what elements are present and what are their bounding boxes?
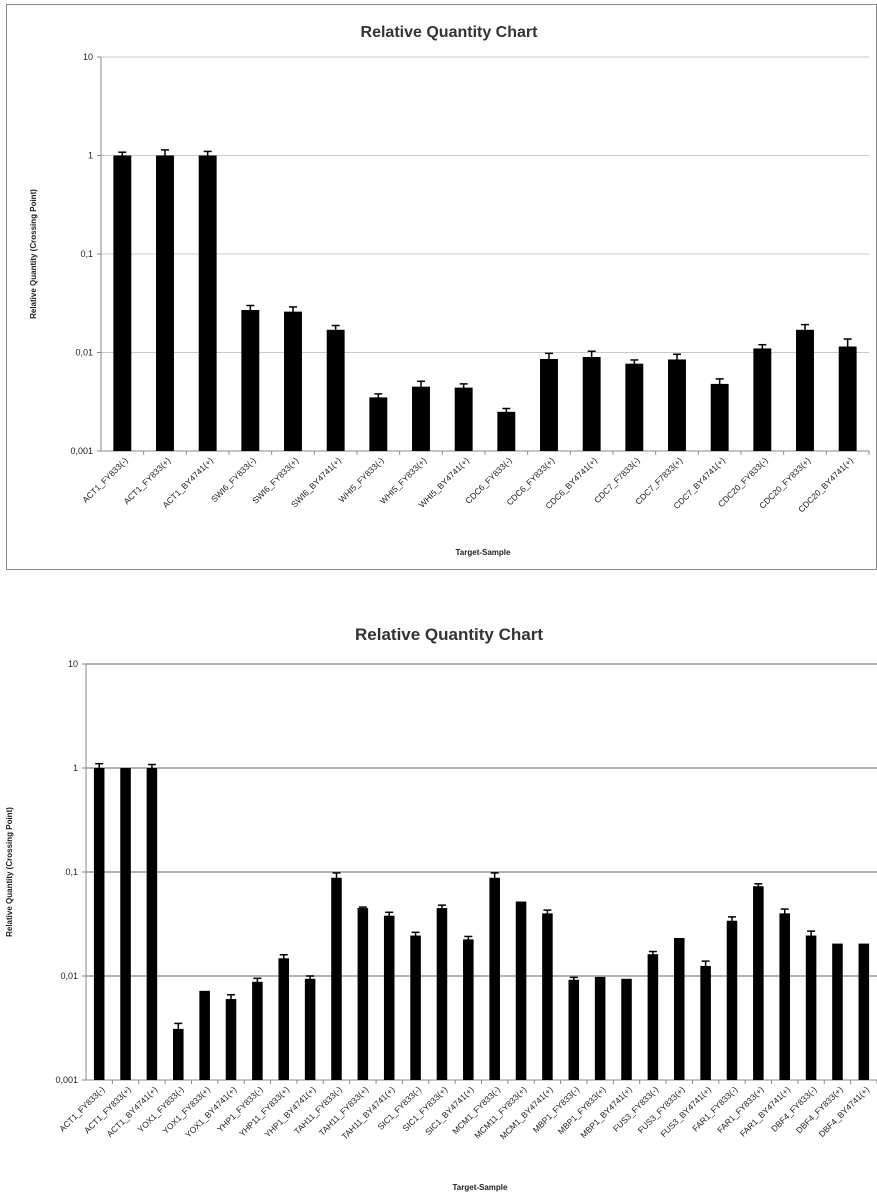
- chart-2-bar: [199, 990, 210, 1080]
- chart-2-y-tick-label: 0,01: [60, 971, 78, 981]
- chart-2-bar: [489, 877, 500, 1080]
- chart-2-bar: [515, 901, 527, 1080]
- chart-2-category-label: FAR1_FY833(+): [715, 1084, 766, 1135]
- chart-1-bar: [582, 357, 601, 451]
- chart-1-bar: [156, 155, 174, 451]
- chart-2-bar: [858, 943, 870, 1080]
- chart-2-bar: [700, 965, 711, 1080]
- chart-2-bar: [146, 768, 158, 1080]
- chart-2-bar: [673, 937, 685, 1080]
- chart-2-bar: [120, 768, 131, 1080]
- chart-2-category-label: FUS3_FY833(+): [636, 1084, 687, 1135]
- chart-2-bar: [568, 979, 580, 1080]
- relative-quantity-chart-2: Relative Quantity Chart 10 1 0,1 0,01 0,001 AC…: [0, 608, 877, 1195]
- chart-1-y-axis-label: Relative Quantity (Crossing Point): [29, 189, 38, 319]
- chart-2-bar: [832, 943, 843, 1080]
- chart-1-y-tick-label: 1: [88, 151, 93, 161]
- relative-quantity-chart-1: Relative Quantity Chart 10 1 0,1 0,01 0,001 AC…: [6, 4, 877, 570]
- chart-1-y-tick-label: 0,1: [80, 249, 93, 259]
- chart-1-bar: [369, 397, 388, 451]
- chart-1-bar: [753, 348, 772, 451]
- chart-1-x-axis-label: Target-Sample: [456, 548, 512, 557]
- chart-2-bar: [225, 999, 237, 1080]
- chart-2-bar: [357, 908, 369, 1080]
- chart-2-x-axis-label: Target-Sample: [453, 1183, 509, 1192]
- chart-2-y-tick-label: 0,001: [55, 1075, 78, 1085]
- chart-2-bar: [173, 1028, 184, 1080]
- chart-2-category-label: DBF4_BY4741(+): [817, 1084, 872, 1139]
- chart-2-title: Relative Quantity Chart: [355, 625, 543, 644]
- chart-2-category-label: YOX1_FY833(-): [136, 1084, 186, 1134]
- chart-2-bar: [753, 886, 764, 1080]
- chart-1-bar: [710, 383, 729, 451]
- chart-1-svg: Relative Quantity Chart1010,10,010,001AC…: [29, 24, 870, 557]
- chart-2-bar: [278, 958, 290, 1080]
- chart-2-y-tick-label: 0,1: [65, 867, 78, 877]
- chart-2-bar: [594, 976, 606, 1080]
- chart-1-bar: [540, 358, 558, 451]
- chart-2-category-label: ACT1_FY833(+): [82, 1084, 133, 1135]
- chart-1-y-tick-label: 0,01: [75, 348, 93, 358]
- chart-2-category-label: DBF4_FY833(+): [794, 1084, 845, 1135]
- chart-1-bar: [796, 329, 814, 451]
- chart-2-y-tick-label: 1: [73, 763, 78, 773]
- chart-2-bar: [463, 939, 474, 1080]
- chart-1-bar: [412, 386, 430, 451]
- chart-2-bar: [726, 920, 738, 1080]
- chart-2-bar: [647, 954, 659, 1080]
- chart-1-bar: [198, 155, 217, 451]
- chart-1-bar: [497, 411, 516, 451]
- chart-2-bar: [331, 877, 342, 1080]
- chart-1-y-tick-label: 0,001: [70, 446, 93, 456]
- chart-2-bar: [805, 935, 817, 1080]
- chart-1-bar: [625, 363, 644, 451]
- chart-1-bar: [838, 346, 857, 451]
- chart-1-bar: [326, 329, 345, 451]
- chart-2-bar: [252, 981, 263, 1080]
- chart-2-y-tick-label: 10: [68, 659, 78, 669]
- chart-1-bar: [668, 359, 686, 451]
- chart-2-bar: [93, 768, 105, 1080]
- chart-1-title: Relative Quantity Chart: [361, 24, 539, 41]
- chart-2-bar: [542, 913, 553, 1080]
- chart-2-bar: [436, 908, 448, 1080]
- chart-2-category-label: ACT1_FY833(-): [57, 1084, 107, 1134]
- chart-2-bar: [304, 978, 316, 1080]
- chart-1-bar: [113, 155, 132, 451]
- chart-1-bar: [284, 311, 302, 451]
- chart-2-bar: [779, 913, 790, 1080]
- chart-2-category-label: MBP1_FY833(-): [531, 1084, 582, 1135]
- chart-2-bar: [621, 978, 632, 1080]
- chart-2-bar: [383, 915, 395, 1080]
- chart-2-svg: Relative Quantity Chart1010,10,010,001AC…: [5, 625, 877, 1192]
- chart-1-y-tick-label: 10: [83, 52, 93, 62]
- chart-1-bar: [454, 387, 473, 451]
- chart-2-bar: [410, 935, 421, 1080]
- chart-2-y-axis-label: Relative Quantity (Crossing Point): [5, 807, 14, 937]
- chart-1-bar: [241, 310, 260, 451]
- chart-2-category-label: YHP1_FY833(-): [215, 1084, 265, 1134]
